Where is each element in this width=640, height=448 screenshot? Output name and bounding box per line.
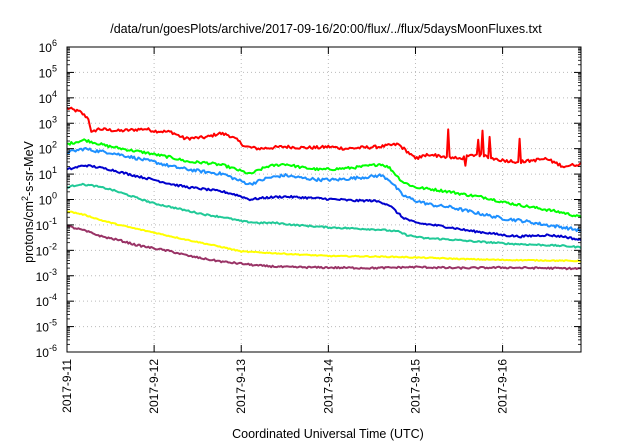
series-line-5 xyxy=(66,182,582,249)
chart-title: /data/run/goesPlots/archive/2017-09-16/2… xyxy=(110,22,542,36)
series-line-3 xyxy=(66,147,582,233)
series-line-2 xyxy=(67,138,582,219)
y-tick-label: 10-2 xyxy=(36,241,57,258)
y-tick-label: 10-5 xyxy=(36,318,57,335)
series-line-4 xyxy=(66,164,582,242)
x-tick-label: 2017-9-13 xyxy=(234,359,248,414)
y-tick-label: 10-3 xyxy=(36,267,57,284)
x-tick-label: 2017-9-15 xyxy=(408,359,422,414)
y-tick-label: 10-4 xyxy=(36,292,57,309)
y-tick-labels: 10-6 10-5 10-4 10-3 10-2 10-1 100 101 102 103 104 1… xyxy=(36,38,57,360)
y-tick-label: 100 xyxy=(39,191,57,208)
series-line-7 xyxy=(66,224,582,271)
y-tick-label: 106 xyxy=(39,38,57,55)
y-tick-label: 103 xyxy=(39,114,57,131)
x-tick-label: 2017-9-12 xyxy=(147,359,161,414)
grid xyxy=(67,47,581,352)
series-line-6 xyxy=(66,210,582,263)
x-tick-label: 2017-9-14 xyxy=(321,359,335,414)
x-tick-labels: 2017-9-11 2017-9-12 2017-9-13 2017-9-14 2017… xyxy=(60,359,510,414)
series-group xyxy=(66,106,582,271)
y-tick-label: 102 xyxy=(39,140,57,157)
y-tick-label: 104 xyxy=(39,89,57,106)
y-axis-label: protons/cm2-s-sr-MeV xyxy=(20,140,36,262)
x-tick-label: 2017-9-11 xyxy=(60,359,74,413)
series-line-1 xyxy=(66,106,582,169)
y-tick-label: 10-6 xyxy=(36,343,57,360)
y-tick-label: 10-1 xyxy=(36,216,57,233)
x-axis-label: Coordinated Universal Time (UTC) xyxy=(232,427,424,441)
y-tick-label: 101 xyxy=(39,165,57,182)
y-tick-label: 105 xyxy=(39,63,57,80)
ticks xyxy=(66,46,581,353)
x-tick-label: 2017-9-16 xyxy=(496,359,510,414)
